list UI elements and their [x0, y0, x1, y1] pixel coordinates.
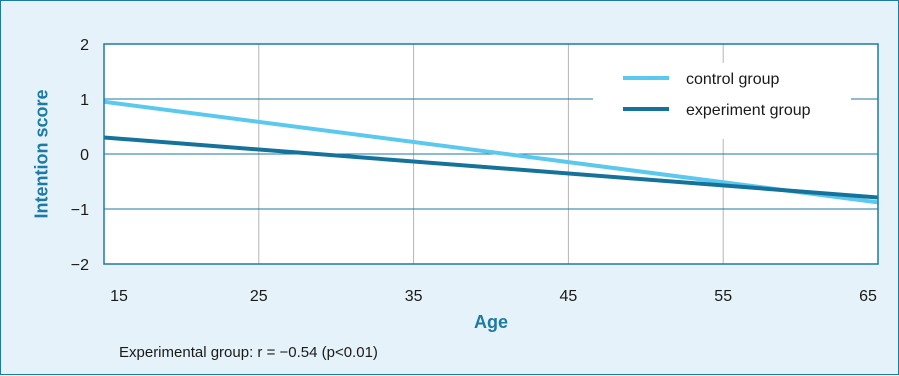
footnote: Experimental group: r = −0.54 (p<0.01) [119, 344, 378, 361]
y-tick-label: −1 [71, 202, 89, 219]
legend-box [593, 63, 851, 139]
series-line-experiment-group [103, 135, 879, 200]
x-tick-label: 15 [110, 288, 128, 305]
x-tick-label: 25 [250, 288, 268, 305]
x-axis-title: Age [474, 312, 508, 332]
legend-label: control group [686, 71, 779, 88]
x-tick-label: 35 [405, 288, 423, 305]
x-tick-label: 55 [714, 288, 732, 305]
y-tick-label: 0 [80, 147, 89, 164]
legend-label: experiment group [686, 102, 811, 119]
plot-border [103, 43, 879, 265]
legend: control group experiment group [593, 63, 851, 139]
series-lines [103, 99, 879, 205]
x-tick-label: 65 [859, 288, 877, 305]
tick-labels: 15 25 35 45 55 65 2 1 0 −1 −2 [71, 37, 877, 305]
y-tick-label: −2 [71, 257, 89, 274]
y-tick-label: 1 [80, 92, 89, 109]
x-tick-label: 45 [560, 288, 578, 305]
y-tick-label: 2 [80, 37, 89, 54]
y-axis-title: Intention score [31, 89, 51, 218]
